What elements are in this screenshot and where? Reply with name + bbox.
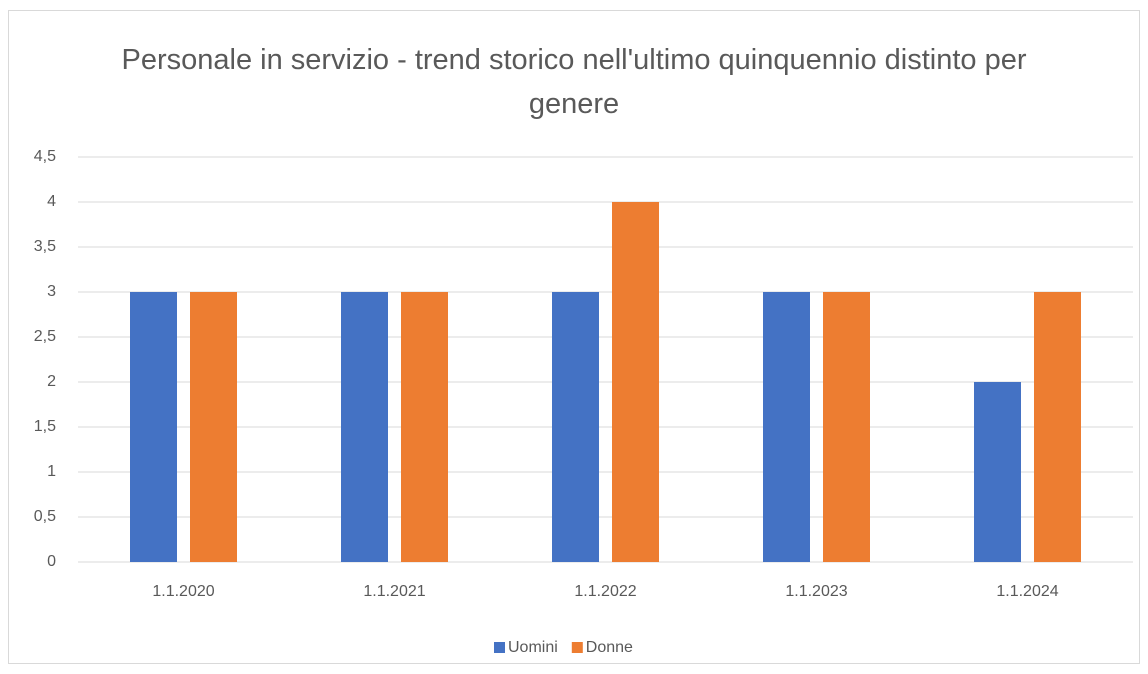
legend-label: Donne xyxy=(586,639,633,656)
y-tick-label: 0 xyxy=(47,553,56,570)
bar xyxy=(552,292,599,562)
bar xyxy=(190,292,237,562)
bar xyxy=(1034,292,1081,562)
y-tick-label: 2,5 xyxy=(34,328,56,345)
x-tick-label: 1.1.2020 xyxy=(152,583,214,600)
chart-title: Personale in servizio - trend storico ne… xyxy=(121,44,1027,120)
y-tick-label: 1 xyxy=(47,463,56,480)
y-tick-label: 4 xyxy=(47,193,56,210)
bar xyxy=(341,292,388,562)
bar xyxy=(823,292,870,562)
legend-swatch xyxy=(494,642,505,653)
bar xyxy=(763,292,810,562)
y-tick-label: 2 xyxy=(47,373,56,390)
x-tick-label: 1.1.2023 xyxy=(785,583,847,600)
x-tick-label: 1.1.2021 xyxy=(363,583,425,600)
legend-swatch xyxy=(571,642,583,653)
bar xyxy=(612,202,659,562)
y-tick-label: 0,5 xyxy=(34,508,56,525)
y-tick-label: 1,5 xyxy=(34,418,56,435)
y-tick-label: 3 xyxy=(47,283,56,300)
bar xyxy=(130,292,177,562)
y-tick-label: 3,5 xyxy=(34,238,56,255)
y-tick-label: 4,5 xyxy=(34,148,56,165)
bar xyxy=(401,292,448,562)
x-tick-label: 1.1.2024 xyxy=(996,583,1058,600)
x-tick-label: 1.1.2022 xyxy=(574,583,636,600)
legend-label: Uomini xyxy=(508,639,558,656)
bar xyxy=(974,382,1021,562)
